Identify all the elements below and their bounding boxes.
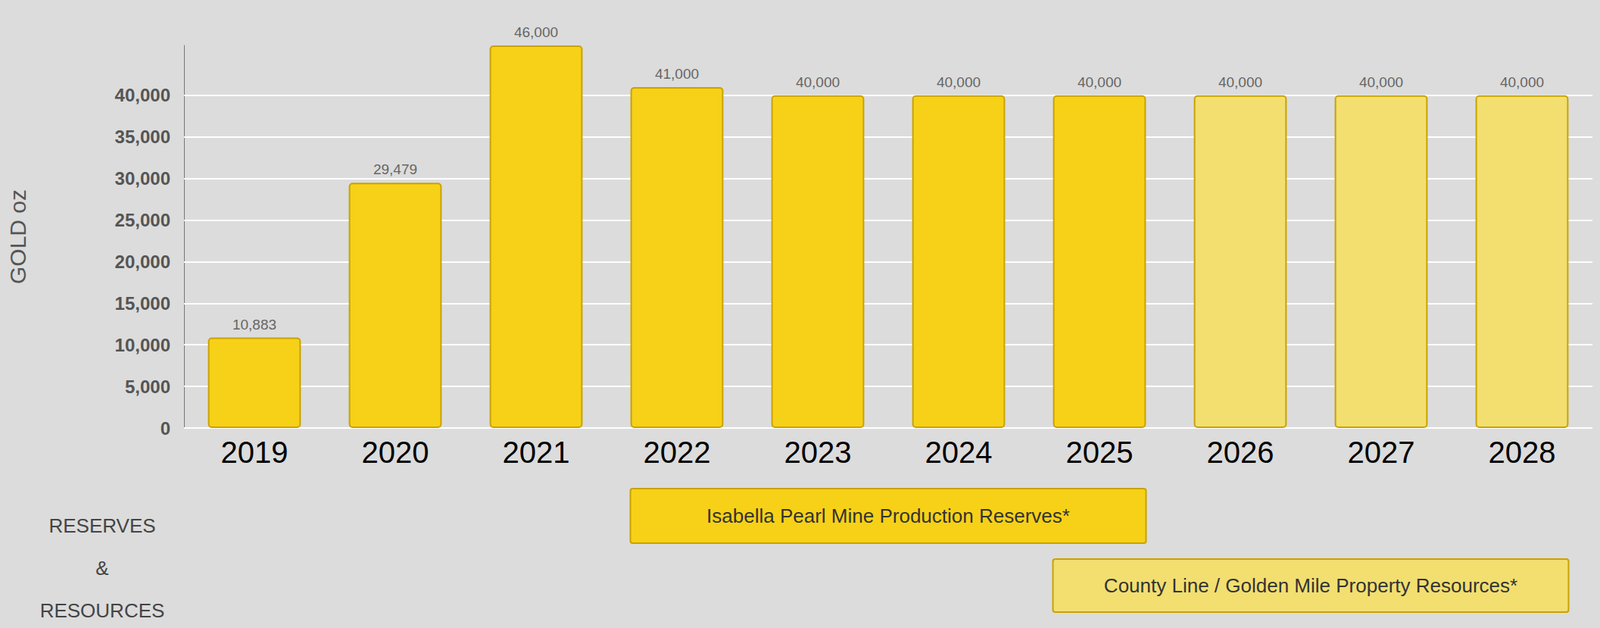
svg-text:40,000: 40,000: [1077, 74, 1122, 91]
svg-text:2020: 2020: [361, 435, 430, 469]
svg-text:15,000: 15,000: [115, 293, 171, 314]
svg-text:&: &: [95, 556, 109, 580]
svg-text:GOLD oz: GOLD oz: [5, 189, 31, 284]
svg-text:2025: 2025: [1066, 435, 1134, 469]
svg-text:RESERVES: RESERVES: [48, 514, 156, 537]
svg-text:30,000: 30,000: [115, 168, 171, 189]
svg-text:Isabella Pearl Mine Production: Isabella Pearl Mine Production Reserves*: [706, 504, 1070, 528]
svg-text:RESOURCES: RESOURCES: [40, 598, 166, 622]
svg-text:2024: 2024: [925, 435, 993, 469]
svg-text:County Line / Golden Mile Prop: County Line / Golden Mile Property Resou…: [1104, 573, 1518, 597]
svg-text:2021: 2021: [502, 435, 571, 469]
svg-text:0: 0: [160, 417, 171, 439]
svg-text:2023: 2023: [784, 435, 852, 469]
svg-text:10,000: 10,000: [115, 334, 171, 356]
svg-text:35,000: 35,000: [115, 126, 171, 147]
svg-text:2028: 2028: [1488, 435, 1557, 469]
svg-text:25,000: 25,000: [115, 209, 171, 231]
svg-text:40,000: 40,000: [1218, 74, 1263, 91]
svg-text:20,000: 20,000: [115, 251, 171, 272]
svg-text:40,000: 40,000: [795, 74, 840, 91]
svg-text:5,000: 5,000: [124, 376, 171, 397]
svg-text:2022: 2022: [643, 435, 712, 469]
svg-text:40,000: 40,000: [1359, 74, 1404, 91]
svg-text:2019: 2019: [221, 435, 289, 469]
svg-text:10,883: 10,883: [232, 316, 277, 333]
svg-text:29,479: 29,479: [373, 161, 418, 178]
svg-text:40,000: 40,000: [1500, 74, 1544, 91]
svg-text:41,000: 41,000: [654, 65, 699, 82]
svg-text:40,000: 40,000: [115, 84, 171, 106]
svg-text:2026: 2026: [1207, 435, 1275, 469]
svg-text:2027: 2027: [1347, 435, 1416, 469]
svg-text:40,000: 40,000: [936, 74, 981, 91]
svg-text:46,000: 46,000: [514, 24, 559, 41]
